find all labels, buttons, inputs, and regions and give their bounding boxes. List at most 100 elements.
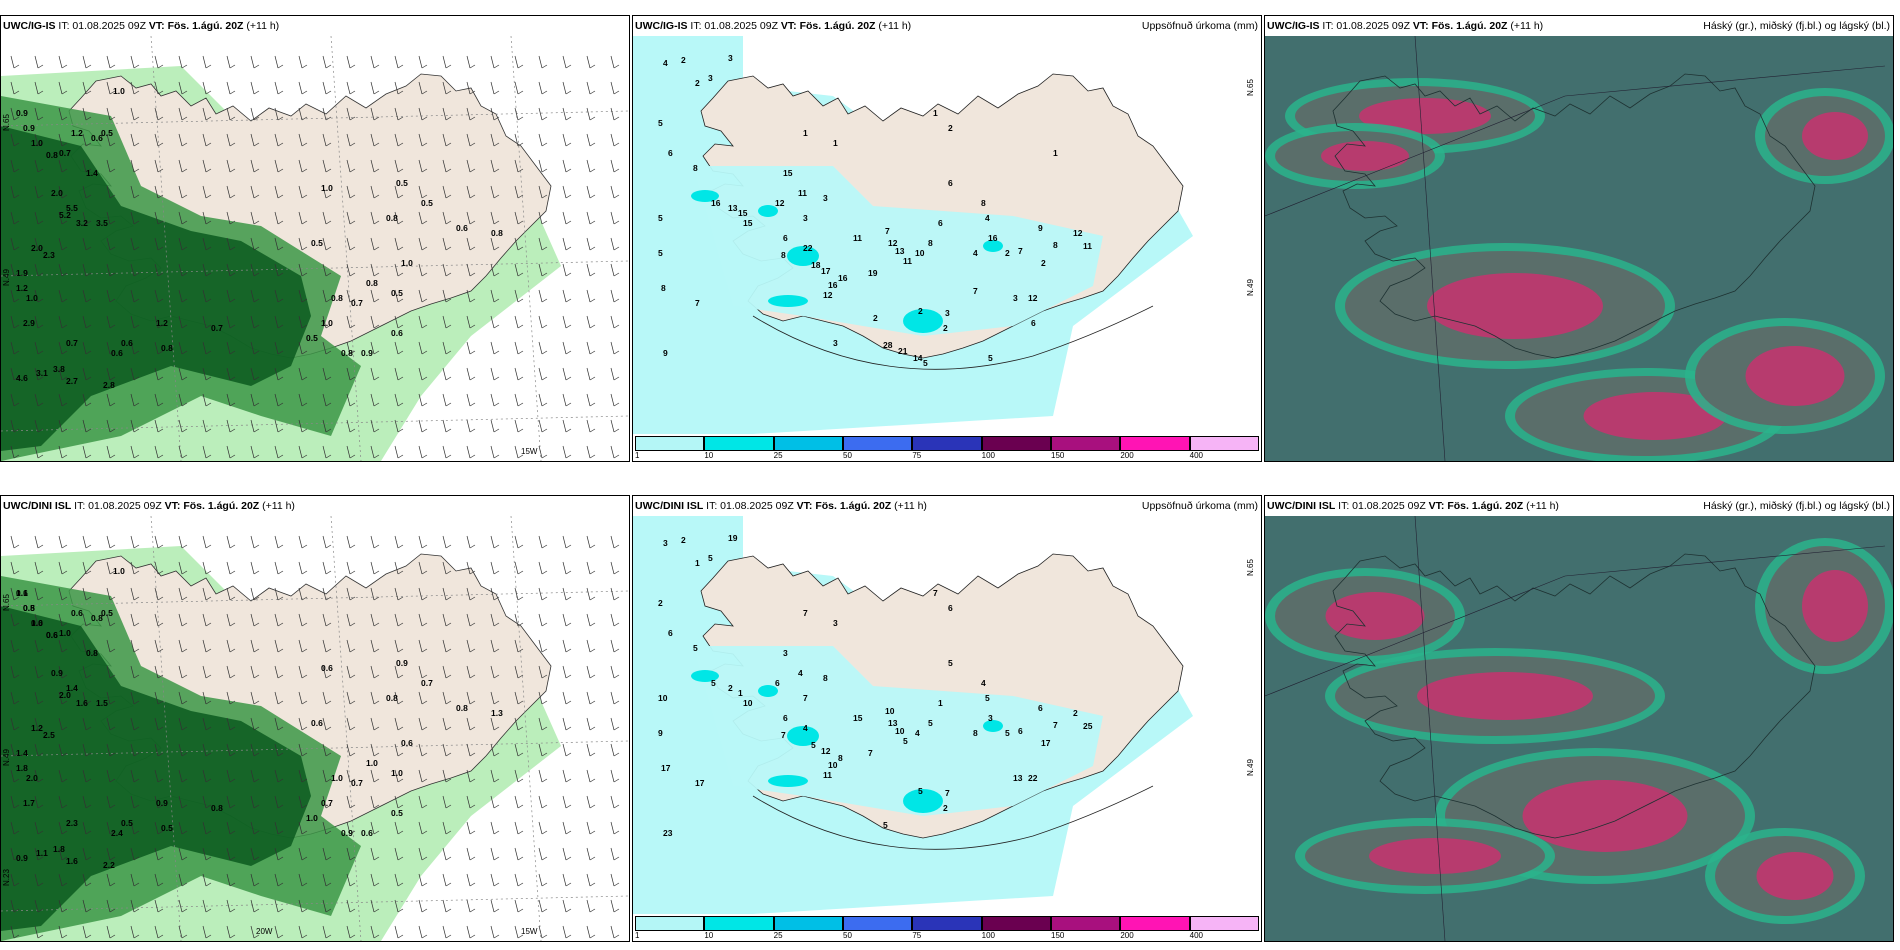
precip-value: 11 [823, 770, 832, 780]
wind-barb [10, 419, 20, 433]
wind-barb [10, 211, 20, 225]
wind-barb [538, 925, 548, 939]
wind-barb [514, 55, 524, 69]
precip-colorbar: 1 10 25 50 75 100 150 200 400 [633, 434, 1261, 461]
wind-precip-map[interactable]: 1.1 0.8 1.0 0.6 1.0 0.6 0.8 0.5 1.0 0.8 0.9 1.4 2.0 1… [1, 516, 629, 941]
longitude-label: 20W [256, 927, 273, 936]
wind-barb [250, 899, 260, 913]
precip-value: 0.7 [321, 798, 333, 808]
precip-value: 6 [668, 628, 673, 638]
wind-barb [346, 55, 356, 69]
precip-value: 11 [1083, 241, 1092, 251]
precip-cell [768, 775, 808, 787]
wind-barb [154, 691, 164, 705]
wind-barb [130, 639, 140, 653]
precip-value: 0.6 [121, 338, 133, 348]
precip-value: 1 [803, 128, 808, 138]
wind-barb [466, 107, 476, 121]
wind-barb [274, 237, 284, 251]
wind-barb [298, 159, 308, 173]
colorbar-tick-label: 50 [843, 931, 852, 940]
precip-value: 1 [738, 688, 743, 698]
accumulated-precip-map[interactable]: 3 2 1 5 2 6 5 10 9 17 17 23 19 7 3 5 2 1 10 6 4 7 8 6 7 4 5 12 10 8 11… [633, 516, 1261, 914]
colorbar-tick-label: 200 [1120, 451, 1134, 460]
precip-value: 16 [828, 280, 838, 290]
precip-value: 6 [948, 603, 953, 613]
precip-value: 0.9 [156, 798, 168, 808]
wind-barb [58, 665, 68, 679]
wind-barb [514, 445, 524, 459]
precip-value: 3.2 [76, 218, 88, 228]
wind-barb [58, 873, 68, 887]
wind-barb [442, 341, 452, 355]
wind-barb [394, 445, 404, 459]
wind-barb [586, 419, 596, 433]
wind-barb [514, 535, 524, 549]
wind-barb [538, 367, 548, 381]
precip-value: 17 [821, 266, 831, 276]
panel-title: Háský (gr.), miðský (fj.bl.) og lágský (… [1703, 500, 1890, 512]
precip-value: 0.7 [351, 298, 363, 308]
wind-barb [58, 263, 68, 277]
wind-barb [250, 315, 260, 329]
precip-value: 7 [1053, 720, 1058, 730]
wind-barb [466, 873, 476, 887]
panel-bottom-right: UWC/DINI ISL IT: 01.08.2025 09Z VT: Fös.… [1264, 495, 1894, 942]
wind-barb [154, 289, 164, 303]
precip-value: 2.3 [66, 818, 78, 828]
precip-value: 4 [915, 728, 920, 738]
grid-line [1265, 575, 1566, 697]
precip-value: 6 [938, 218, 943, 228]
wind-barb [490, 743, 500, 757]
wind-barb [178, 289, 188, 303]
wind-barb [562, 341, 572, 355]
precip-value: 1.0 [31, 138, 43, 148]
wind-barb [490, 263, 500, 277]
wind-barb [370, 847, 380, 861]
wind-barb [346, 393, 356, 407]
wind-barb [538, 393, 548, 407]
precip-value: 5 [918, 786, 923, 796]
wind-barb [106, 289, 116, 303]
wind-barb [370, 665, 380, 679]
wind-barb [418, 717, 428, 731]
wind-barb [82, 587, 92, 601]
wind-barb [274, 795, 284, 809]
wind-barb [154, 613, 164, 627]
wind-barb [514, 133, 524, 147]
wind-barb [418, 613, 428, 627]
wind-barb [418, 925, 428, 939]
cloud-cover-map[interactable] [1265, 36, 1893, 461]
precip-value: 0.6 [361, 828, 373, 838]
wind-barb [226, 341, 236, 355]
precip-value: 2 [658, 598, 663, 608]
wind-barb [442, 55, 452, 69]
wind-precip-map[interactable]: 0.9 0.9 1.0 0.8 0.7 1.2 0.6 0.5 1.0 1.4 2.0 5.5 5.2 3… [1, 36, 629, 461]
wind-barb [322, 821, 332, 835]
wind-barb [490, 613, 500, 627]
wind-barb [10, 743, 20, 757]
wind-barb [202, 535, 212, 549]
wind-barb [322, 899, 332, 913]
wind-barb [442, 315, 452, 329]
wind-barb [58, 237, 68, 251]
wind-barb [274, 769, 284, 783]
wind-barb [346, 315, 356, 329]
wind-barb [586, 925, 596, 939]
wind-barb [562, 561, 572, 575]
precip-value: 1.0 [331, 773, 343, 783]
wind-barb [130, 185, 140, 199]
accumulated-precip-map[interactable]: 4 2 2 3 5 6 8 5 5 8 7 9 3 1 15 16 13 15 15 12 11 3 3 6 8 22 18 17 16… [633, 36, 1261, 434]
precip-cell [787, 726, 819, 746]
wind-barb [154, 847, 164, 861]
cloud-cover-map[interactable] [1265, 516, 1893, 941]
wind-barb [514, 185, 524, 199]
wind-barb [10, 185, 20, 199]
longitude-line [150, 516, 182, 941]
wind-barb [442, 211, 452, 225]
precip-heavy [1, 606, 311, 931]
wind-barb [10, 159, 20, 173]
wind-barb [394, 289, 404, 303]
precip-value: 0.5 [306, 333, 318, 343]
wind-barb [58, 899, 68, 913]
